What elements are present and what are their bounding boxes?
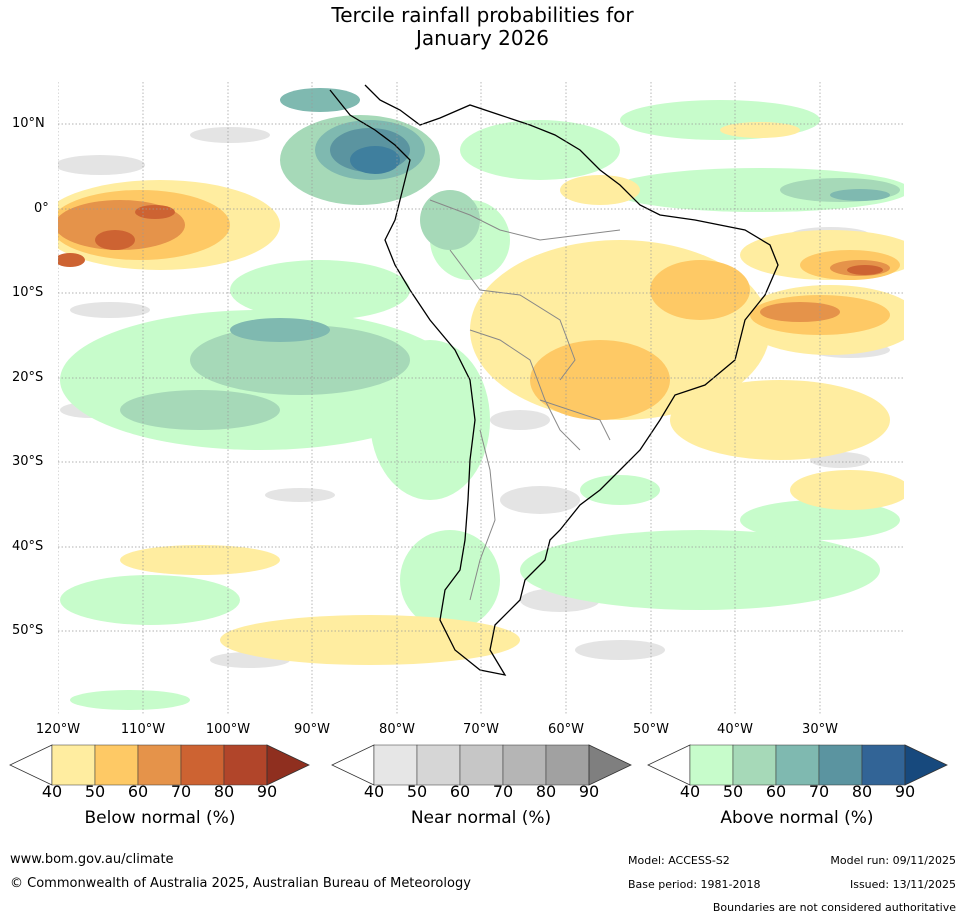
above-tick-70: 70 xyxy=(808,782,830,801)
lon-label-40w: 40°W xyxy=(717,722,753,737)
issued-label: Issued: 13/11/2025 xyxy=(849,878,956,891)
disclaimer-text: Boundaries are not considered authoritat… xyxy=(712,901,956,914)
below-tick-50: 50 xyxy=(84,782,106,801)
below-tick-80: 80 xyxy=(213,782,235,801)
near-tick-90: 90 xyxy=(578,782,600,801)
map-title: Tercile rainfall probabilities for Janua… xyxy=(0,4,965,50)
model-label: Model: ACCESS-S2 xyxy=(628,854,730,867)
near-normal-patches xyxy=(58,127,890,668)
colorbar-near xyxy=(331,744,632,786)
south-america-coastline xyxy=(329,84,779,676)
model-run-label: Model run: 09/11/2025 xyxy=(830,854,956,867)
colorbar-below-title: Below normal (%) xyxy=(84,808,236,828)
lat-label-10n: 10°N xyxy=(12,116,45,131)
lon-label-60w: 60°W xyxy=(548,722,584,737)
below-tick-60: 60 xyxy=(127,782,149,801)
below-tick-70: 70 xyxy=(170,782,192,801)
lat-label-0: 0° xyxy=(34,201,49,216)
below-tick-90: 90 xyxy=(256,782,278,801)
lon-label-100w: 100°W xyxy=(205,722,251,737)
lon-label-120w: 120°W xyxy=(35,722,81,737)
lat-label-30s: 30°S xyxy=(12,454,44,469)
lon-label-110w: 110°W xyxy=(120,722,166,737)
colorbar-above xyxy=(647,744,948,786)
gridlines xyxy=(58,82,904,715)
copyright-text: © Commonwealth of Australia 2025, Austra… xyxy=(10,876,471,891)
lon-label-90w: 90°W xyxy=(294,722,330,737)
lat-label-50s: 50°S xyxy=(12,623,44,638)
lon-label-70w: 70°W xyxy=(463,722,499,737)
country-borders xyxy=(429,199,621,601)
near-tick-80: 80 xyxy=(535,782,557,801)
above-normal-80-patches xyxy=(350,146,400,174)
lat-label-40s: 40°S xyxy=(12,539,44,554)
lat-label-20s: 20°S xyxy=(12,370,44,385)
near-tick-50: 50 xyxy=(406,782,428,801)
colorbar-near-title: Near normal (%) xyxy=(410,808,552,828)
colorbar-below xyxy=(9,744,310,786)
above-tick-60: 60 xyxy=(765,782,787,801)
above-tick-80: 80 xyxy=(851,782,873,801)
website-link[interactable]: www.bom.gov.au/climate xyxy=(10,852,174,867)
title-line-1: Tercile rainfall probabilities for xyxy=(331,3,634,27)
title-line-2: January 2026 xyxy=(415,26,550,50)
above-tick-40: 40 xyxy=(679,782,701,801)
near-tick-70: 70 xyxy=(492,782,514,801)
lat-label-10s: 10°S xyxy=(12,285,44,300)
lon-label-50w: 50°W xyxy=(633,722,669,737)
colorbar-above-title: Above normal (%) xyxy=(720,808,874,828)
above-tick-90: 90 xyxy=(894,782,916,801)
below-normal-70-patches xyxy=(58,205,883,275)
below-tick-40: 40 xyxy=(41,782,63,801)
lon-label-30w: 30°W xyxy=(802,722,838,737)
near-tick-60: 60 xyxy=(449,782,471,801)
lon-label-80w: 80°W xyxy=(379,722,415,737)
base-period-label: Base period: 1981-2018 xyxy=(628,878,761,891)
above-tick-50: 50 xyxy=(722,782,744,801)
near-tick-40: 40 xyxy=(363,782,385,801)
